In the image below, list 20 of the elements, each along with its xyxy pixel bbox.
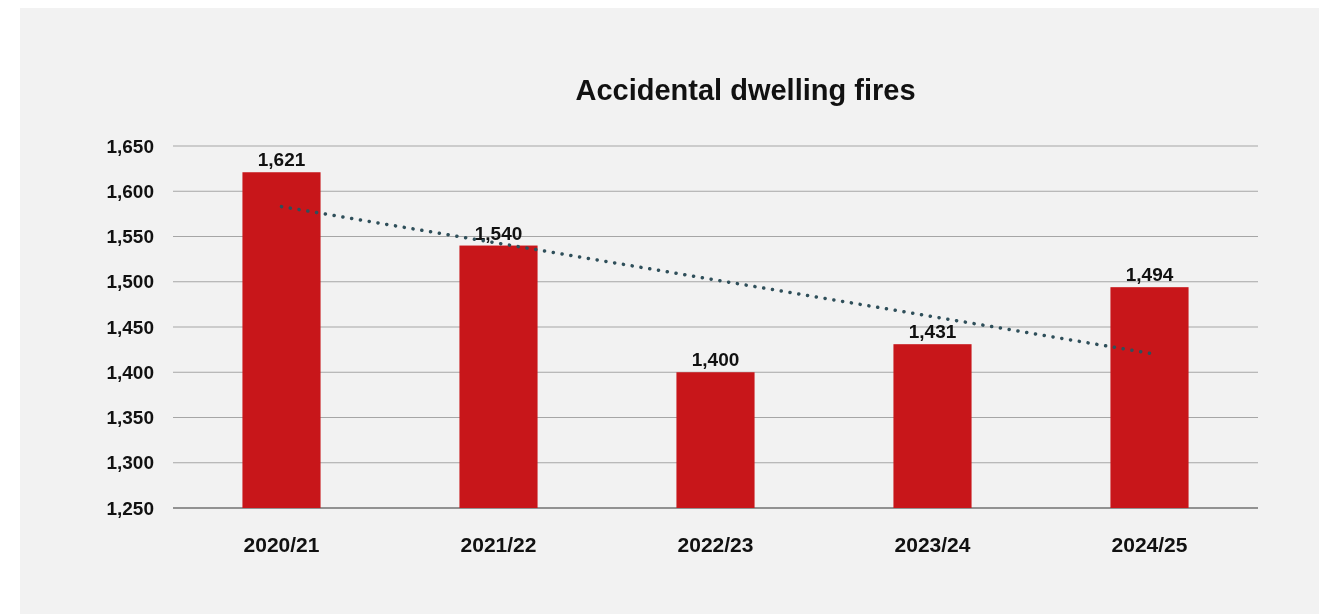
- y-tick-label: 1,650: [106, 135, 154, 157]
- y-tick-label: 1,550: [106, 226, 154, 248]
- data-label: 1,431: [908, 321, 957, 343]
- y-tick-label: 1,400: [106, 361, 154, 383]
- x-tick-label: 2023/24: [894, 533, 971, 556]
- y-tick-label: 1,250: [106, 497, 154, 519]
- x-tick-label: 2020/21: [243, 533, 320, 556]
- y-tick-label: 1,450: [106, 316, 154, 338]
- x-tick-label: 2024/25: [1111, 533, 1188, 556]
- data-label: 1,621: [257, 149, 306, 171]
- y-tick-label: 1,600: [106, 180, 154, 202]
- x-tick-label: 2022/23: [677, 533, 754, 556]
- y-tick-label: 1,500: [106, 271, 154, 293]
- data-label: 1,400: [691, 349, 740, 371]
- y-tick-label: 1,350: [106, 407, 154, 429]
- data-label: 1,540: [474, 222, 523, 244]
- x-tick-label: 2021/22: [460, 533, 537, 556]
- chart-title: Accidental dwelling fires: [575, 74, 916, 106]
- data-label: 1,494: [1125, 264, 1174, 286]
- y-tick-label: 1,300: [106, 452, 154, 474]
